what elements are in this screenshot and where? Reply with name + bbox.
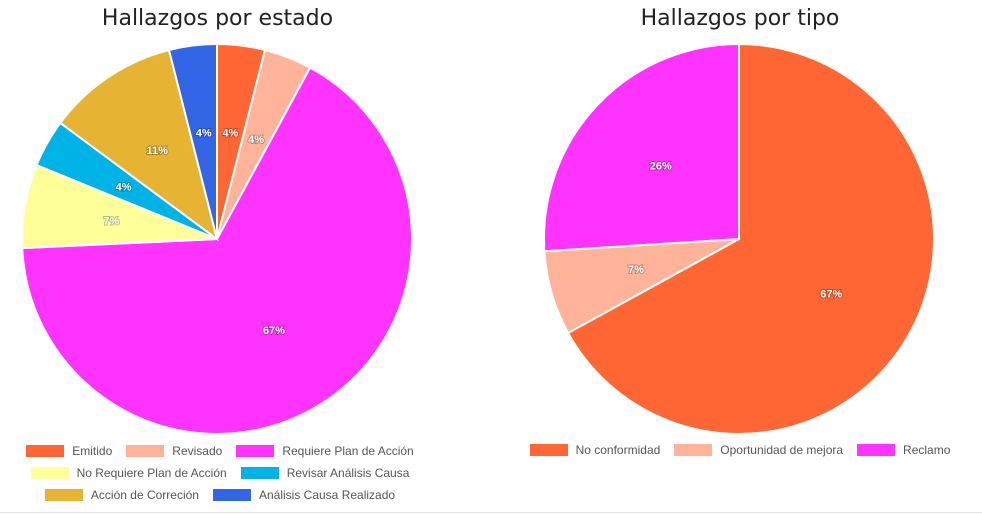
- legend-item-no-conformidad[interactable]: No conformidad: [529, 443, 661, 457]
- slice-label-no-requiere-plan-de-accion: 7%: [103, 216, 119, 228]
- legend-swatch: [857, 444, 896, 456]
- slice-label-no-conformidad: 67%: [820, 289, 842, 301]
- slice-label-oportunidad-de-mejora: 7%: [628, 264, 644, 276]
- pie-slice-accion-de-correcion[interactable]: [58, 48, 219, 242]
- legend-swatch: [236, 445, 275, 457]
- chart-title: Hallazgos por estado: [101, 6, 334, 31]
- legend-item-reclamo[interactable]: Reclamo: [857, 443, 950, 457]
- legend-swatch: [212, 489, 251, 501]
- divider: [0, 512, 982, 513]
- legend-item-emitido[interactable]: Emitido: [26, 444, 112, 458]
- pie-estado: 4% 4% 67% 7% 4% 11% 4%: [21, 42, 413, 435]
- legend-item-accion-de-correcion[interactable]: Acción de Correción: [44, 488, 199, 502]
- pie-slice-analisis-causa-realizado[interactable]: [167, 42, 218, 240]
- legend-swatch: [529, 444, 568, 456]
- legend-swatch: [26, 445, 65, 457]
- legend-label: Revisado: [172, 444, 223, 458]
- legend-estado: Emitido Revisado Requiere Plan de Acción No…: [10, 444, 430, 502]
- legend-swatch: [44, 489, 83, 501]
- legend-item-analisis-causa-realizado[interactable]: Análisis Causa Realizado: [212, 488, 396, 502]
- legend-swatch: [240, 467, 279, 479]
- legend-item-revisar-analisis-causa[interactable]: Revisar Análisis Causa: [240, 466, 410, 480]
- pie-slice-no-conformidad[interactable]: [566, 42, 935, 435]
- legend-item-oportunidad-de-mejora[interactable]: Oportunidad de mejora: [674, 443, 843, 457]
- chart-title: Hallazgos por tipo: [640, 6, 840, 31]
- slice-label-analisis-causa-realizado: 4%: [196, 128, 212, 140]
- legend-label: Oportunidad de mejora: [720, 443, 844, 457]
- slice-label-accion-de-correcion: 11%: [147, 145, 169, 157]
- legend-label: Reclamo: [903, 443, 951, 457]
- legend-label: Revisar Análisis Causa: [286, 466, 410, 480]
- legend-label: No conformidad: [575, 443, 661, 457]
- legend-item-revisado[interactable]: Revisado: [126, 444, 222, 458]
- legend-swatch: [674, 444, 713, 456]
- legend-label: Acción de Correción: [90, 488, 199, 502]
- legend-swatch: [30, 467, 69, 479]
- pie-slice-reclamo[interactable]: [543, 42, 740, 253]
- slice-label-requiere-plan-de-accion: 67%: [263, 325, 285, 337]
- legend-item-requiere-plan-de-accion[interactable]: Requiere Plan de Acción: [236, 444, 414, 458]
- legend-label: Análisis Causa Realizado: [258, 488, 396, 502]
- legend-label: Emitido: [72, 444, 113, 458]
- legend-label: No Requiere Plan de Acción: [76, 466, 227, 480]
- legend-tipo: No conformidad Oportunidad de mejora Recla…: [520, 443, 960, 457]
- chart-tipo: Hallazgos por tipo 67% 7% 26% No conformid…: [520, 0, 960, 515]
- pie-tipo: 67% 7% 26%: [543, 42, 935, 435]
- legend-label: Requiere Plan de Acción: [282, 444, 414, 458]
- slice-label-reclamo: 26%: [650, 161, 672, 173]
- pie-slice-requiere-plan-de-accion[interactable]: [21, 66, 413, 435]
- slice-label-revisado: 4%: [248, 134, 264, 146]
- legend-item-no-requiere-plan-de-accion[interactable]: No Requiere Plan de Acción: [30, 466, 227, 480]
- slice-label-emitido: 4%: [222, 128, 238, 140]
- slice-label-revisar-analisis-causa: 4%: [116, 181, 132, 193]
- chart-estado: Hallazgos por estado 4% 4% 67% 7% 4% 11% 4% Em…: [0, 0, 435, 515]
- legend-swatch: [126, 445, 165, 457]
